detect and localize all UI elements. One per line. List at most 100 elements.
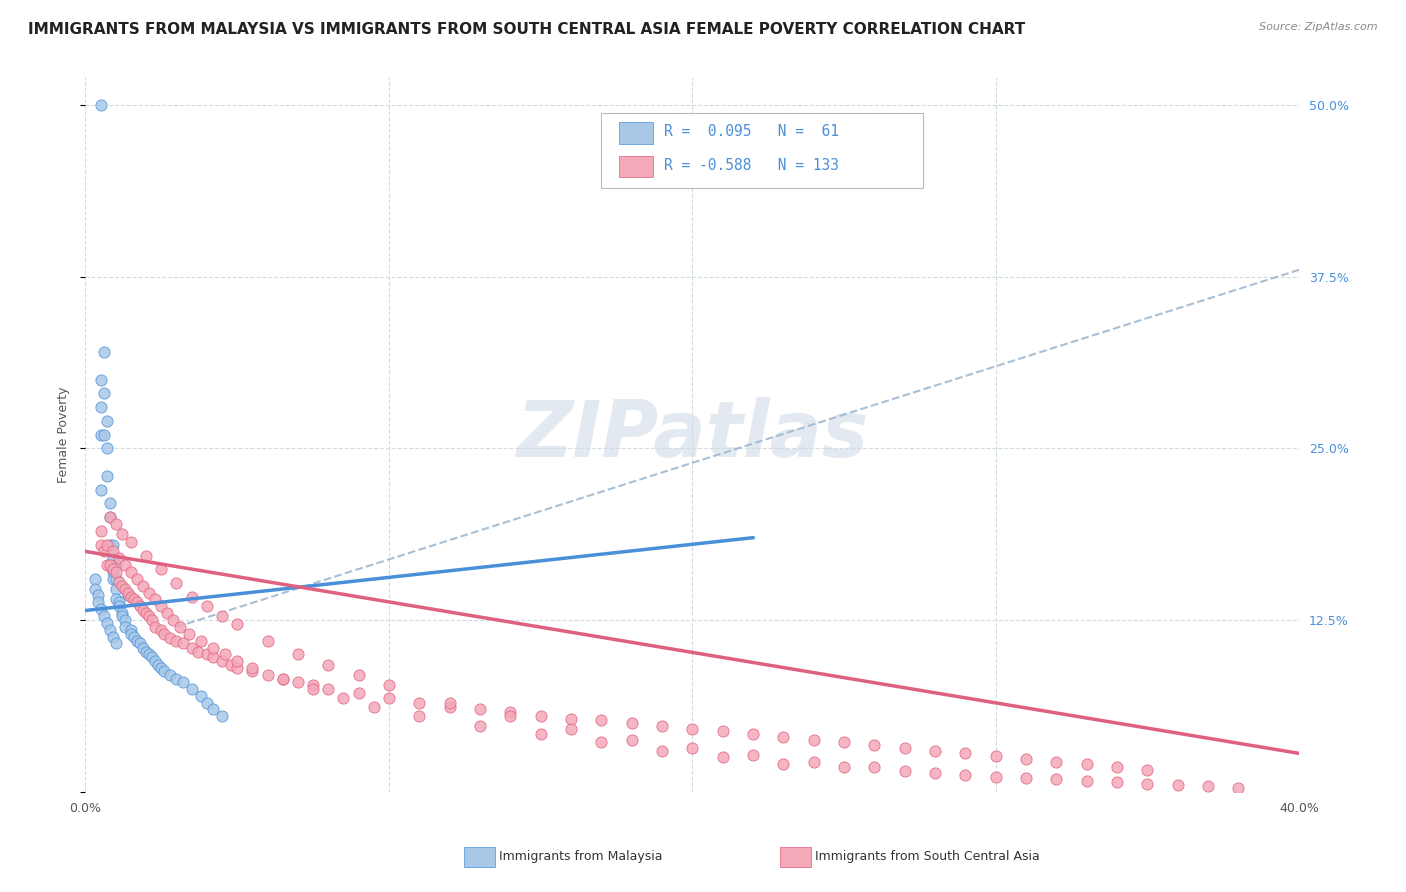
- Point: [129, 599, 152, 614]
- Point: [122, 592, 145, 607]
- Point: [111, 526, 134, 541]
- Point: [98, 623, 121, 637]
- Point: [96, 414, 118, 428]
- Point: [114, 558, 136, 573]
- Point: [141, 650, 163, 665]
- Point: [138, 648, 160, 662]
- Y-axis label: Female Poverty: Female Poverty: [58, 386, 70, 483]
- Point: [166, 633, 188, 648]
- Point: [93, 544, 115, 558]
- Point: [772, 757, 794, 772]
- Point: [83, 582, 105, 596]
- Point: [162, 613, 184, 627]
- Point: [90, 400, 112, 414]
- Point: [90, 373, 112, 387]
- Point: [98, 510, 121, 524]
- Point: [104, 592, 127, 607]
- Point: [108, 595, 131, 609]
- Point: [1227, 780, 1250, 795]
- Point: [101, 572, 124, 586]
- Point: [499, 705, 522, 719]
- Point: [86, 595, 108, 609]
- Point: [240, 664, 263, 678]
- Point: [93, 609, 115, 624]
- Point: [172, 674, 194, 689]
- Point: [893, 764, 915, 779]
- Point: [332, 691, 354, 706]
- Point: [83, 572, 105, 586]
- Point: [1167, 778, 1189, 792]
- Point: [955, 747, 977, 761]
- Point: [125, 595, 148, 609]
- Point: [98, 510, 121, 524]
- Text: ZIPatlas: ZIPatlas: [516, 397, 869, 473]
- Point: [287, 648, 309, 662]
- Point: [98, 558, 121, 573]
- Point: [150, 562, 173, 576]
- Point: [190, 633, 212, 648]
- Point: [1105, 775, 1128, 789]
- Point: [1136, 763, 1159, 777]
- Point: [1076, 757, 1098, 772]
- Point: [271, 672, 294, 686]
- Point: [143, 654, 166, 668]
- Point: [893, 740, 915, 755]
- Point: [101, 551, 124, 566]
- Point: [172, 636, 194, 650]
- Point: [150, 623, 173, 637]
- Point: [180, 640, 202, 655]
- Point: [201, 702, 224, 716]
- Point: [156, 606, 179, 620]
- Point: [135, 606, 157, 620]
- Point: [138, 609, 160, 624]
- Point: [104, 582, 127, 596]
- Point: [190, 689, 212, 703]
- Text: Immigrants from South Central Asia: Immigrants from South Central Asia: [815, 850, 1040, 863]
- Point: [742, 747, 765, 762]
- Point: [120, 627, 142, 641]
- Point: [108, 574, 131, 589]
- Point: [93, 427, 115, 442]
- Point: [347, 668, 370, 682]
- Point: [439, 696, 461, 710]
- Point: [924, 765, 946, 780]
- Point: [256, 633, 278, 648]
- Point: [271, 672, 294, 686]
- Point: [90, 483, 112, 497]
- Point: [378, 678, 401, 692]
- Point: [129, 636, 152, 650]
- Point: [560, 722, 582, 736]
- Point: [120, 565, 142, 579]
- Point: [96, 537, 118, 551]
- Point: [180, 681, 202, 696]
- Point: [122, 630, 145, 644]
- Point: [195, 696, 218, 710]
- Point: [211, 609, 233, 624]
- Point: [120, 590, 142, 604]
- Point: [302, 681, 325, 696]
- Point: [863, 760, 886, 774]
- Point: [984, 749, 1007, 764]
- Point: [742, 727, 765, 741]
- Bar: [620, 122, 654, 144]
- Point: [101, 537, 124, 551]
- Point: [240, 661, 263, 675]
- Point: [114, 620, 136, 634]
- Point: [832, 735, 855, 749]
- Point: [863, 738, 886, 752]
- Point: [1045, 755, 1067, 769]
- Point: [125, 633, 148, 648]
- Point: [211, 709, 233, 723]
- Text: Source: ZipAtlas.com: Source: ZipAtlas.com: [1260, 22, 1378, 32]
- Text: IMMIGRANTS FROM MALAYSIA VS IMMIGRANTS FROM SOUTH CENTRAL ASIA FEMALE POVERTY CO: IMMIGRANTS FROM MALAYSIA VS IMMIGRANTS F…: [28, 22, 1025, 37]
- Point: [984, 770, 1007, 784]
- Point: [98, 496, 121, 510]
- Point: [101, 544, 124, 558]
- Point: [187, 645, 209, 659]
- Point: [93, 386, 115, 401]
- Point: [86, 588, 108, 602]
- Point: [195, 599, 218, 614]
- Point: [96, 442, 118, 456]
- Point: [1015, 771, 1038, 785]
- Point: [219, 658, 242, 673]
